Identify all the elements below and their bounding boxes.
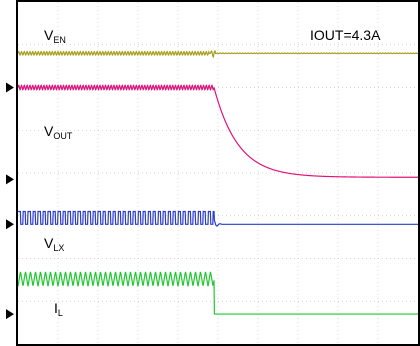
ground-marker-ven — [6, 82, 14, 93]
series-label-vout: VOUT — [44, 123, 73, 141]
trace-il — [17, 271, 418, 315]
trace-vlx — [18, 210, 418, 227]
ground-marker-group — [6, 82, 14, 320]
ground-marker-vlx — [6, 219, 14, 230]
plot-frame — [16, 0, 420, 346]
series-label-ven: VEN — [44, 27, 66, 45]
series-label-vlx: VLX — [44, 235, 64, 253]
trace-vout — [17, 84, 418, 178]
ground-marker-vout — [6, 174, 14, 185]
series-label-il: IL — [54, 300, 63, 318]
trace-ven — [17, 49, 419, 59]
plot-grid — [18, 2, 418, 344]
annotation-iout: IOUT=4.3A — [310, 27, 381, 43]
trace-group — [17, 49, 419, 315]
ground-marker-il — [6, 309, 14, 320]
